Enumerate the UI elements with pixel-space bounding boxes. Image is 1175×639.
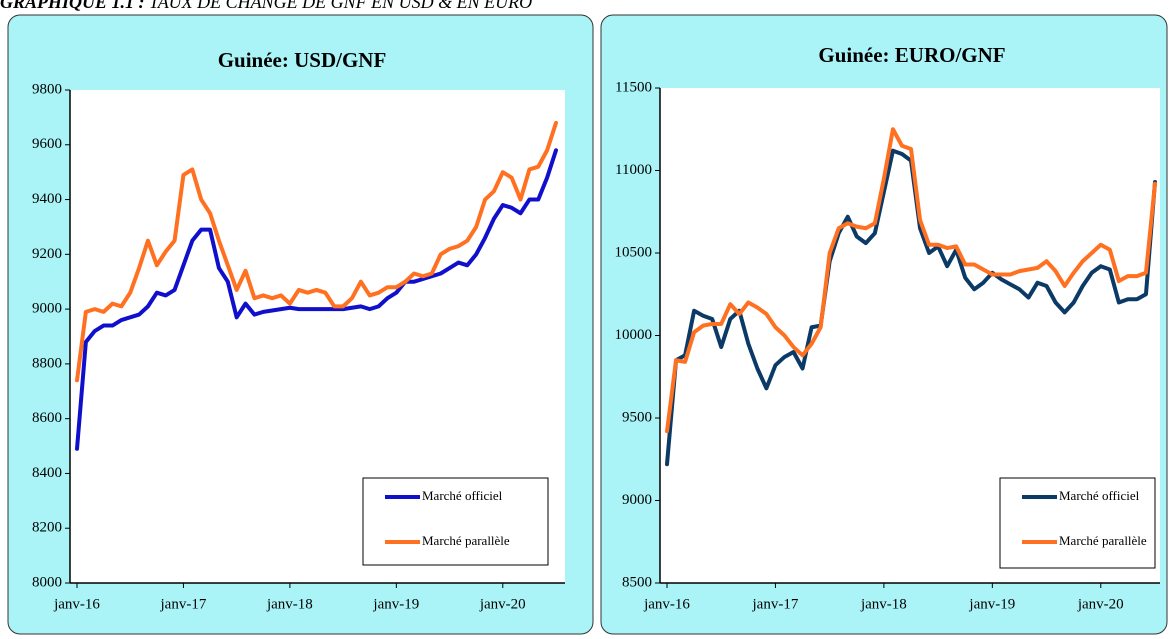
x-tick-label: janv-17 — [160, 596, 207, 612]
caption-line: GRAPHIQUE 1.1 : TAUX DE CHANGE DE GNF EN… — [0, 0, 532, 12]
y-tick-label: 11000 — [615, 162, 652, 178]
legend-label: Marché officiel — [1059, 488, 1140, 503]
x-tick-label: janv-19 — [372, 596, 419, 612]
x-tick-label: janv-20 — [479, 596, 526, 612]
y-tick-label: 9000 — [622, 492, 652, 508]
y-tick-label: 9000 — [32, 301, 62, 317]
series-line — [75, 148, 558, 451]
y-tick-label: 10000 — [615, 327, 653, 343]
chart-title: Guinée: EURO/GNF — [818, 43, 1005, 67]
series-line — [665, 127, 1157, 434]
y-tick-label: 10500 — [615, 244, 653, 260]
legend-label: Marché parallèle — [422, 533, 510, 548]
series-line — [75, 120, 558, 383]
legend-label: Marché officiel — [422, 488, 503, 503]
legend-box — [999, 477, 1156, 569]
caption: TAUX DE CHANGE DE GNF EN USD & EN EURO — [149, 0, 532, 12]
x-tick-label: janv-16 — [53, 596, 100, 612]
y-tick-label: 8400 — [32, 465, 62, 481]
y-tick-label: 9800 — [32, 81, 62, 97]
y-tick-label: 9600 — [32, 136, 62, 152]
x-tick-label: janv-18 — [266, 596, 313, 612]
x-tick-label: janv-19 — [968, 596, 1015, 612]
legend-label: Marché parallèle — [1059, 533, 1147, 548]
chart-title: Guinée: USD/GNF — [218, 48, 387, 72]
x-tick-label: janv-17 — [752, 596, 799, 612]
legend-box — [362, 477, 549, 566]
caption-label: GRAPHIQUE 1.1 : — [0, 0, 145, 12]
y-tick-label: 9200 — [32, 246, 62, 262]
y-tick-label: 11500 — [615, 79, 652, 95]
y-tick-label: 8500 — [622, 574, 652, 590]
x-tick-label: janv-18 — [860, 596, 907, 612]
y-tick-label: 8200 — [32, 520, 62, 536]
y-tick-label: 8600 — [32, 410, 62, 426]
x-tick-label: janv-20 — [1077, 596, 1124, 612]
y-tick-label: 9500 — [622, 409, 652, 425]
y-tick-label: 8800 — [32, 355, 62, 371]
y-tick-label: 9400 — [32, 191, 62, 207]
x-tick-label: janv-16 — [643, 596, 690, 612]
y-tick-label: 8000 — [32, 574, 62, 590]
